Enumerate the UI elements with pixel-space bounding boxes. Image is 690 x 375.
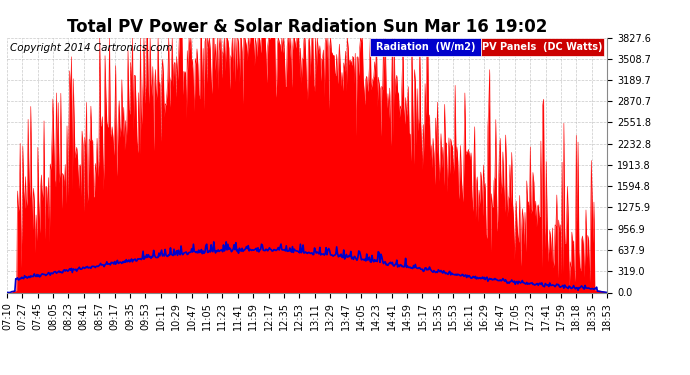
Title: Total PV Power & Solar Radiation Sun Mar 16 19:02: Total PV Power & Solar Radiation Sun Mar… — [67, 18, 547, 36]
Text: Radiation  (W/m2): Radiation (W/m2) — [376, 42, 475, 52]
Text: Copyright 2014 Cartronics.com: Copyright 2014 Cartronics.com — [10, 43, 172, 52]
FancyBboxPatch shape — [481, 38, 604, 56]
FancyBboxPatch shape — [370, 38, 481, 56]
Text: PV Panels  (DC Watts): PV Panels (DC Watts) — [482, 42, 603, 52]
